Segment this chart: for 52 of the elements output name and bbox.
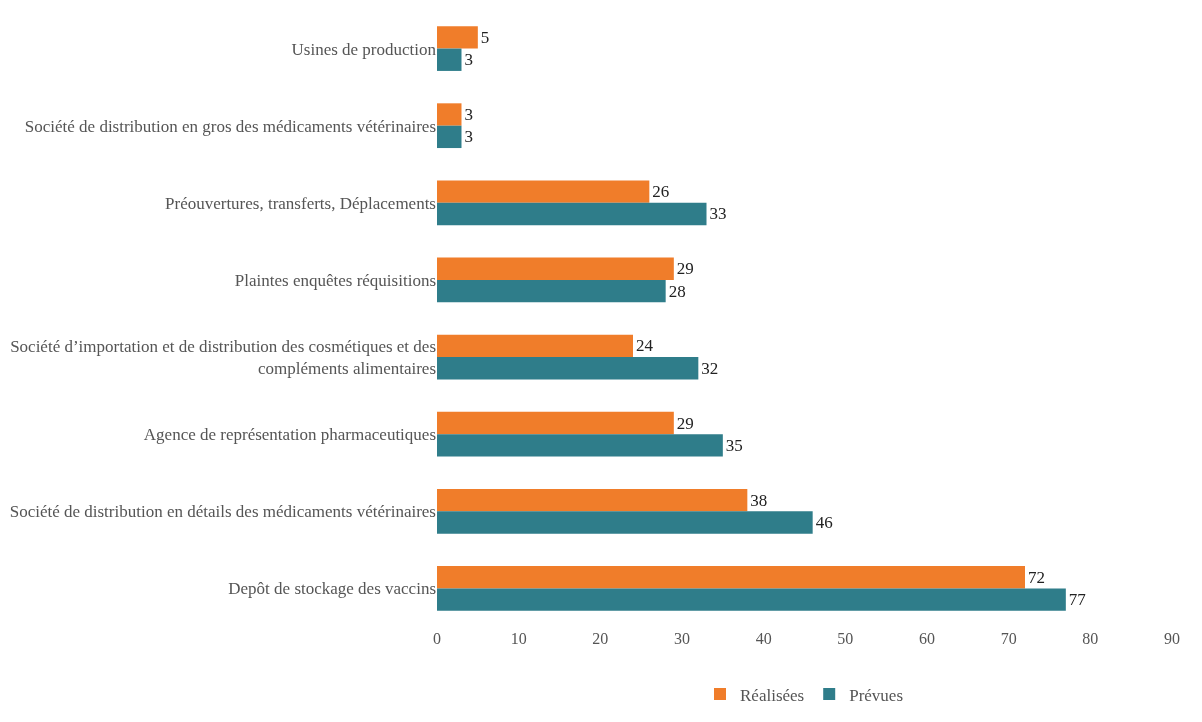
bar	[437, 125, 462, 149]
bar	[437, 26, 478, 49]
bar	[437, 511, 813, 534]
bar	[437, 279, 666, 303]
x-tick-label: 10	[510, 630, 527, 647]
data-label: 72	[1028, 567, 1045, 587]
data-label: 29	[676, 259, 694, 279]
data-label: 28	[668, 281, 686, 301]
bar	[437, 48, 462, 71]
x-tick-label: 30	[674, 630, 690, 647]
data-label: 3	[464, 127, 473, 147]
bar	[437, 257, 674, 280]
x-tick-label: 40	[755, 630, 772, 647]
data-label: 3	[464, 105, 473, 124]
bar	[437, 334, 633, 358]
x-tick-label: 60	[919, 630, 935, 647]
y-tick-label: Société de distribution en détails des médicaments vétérinaires	[9, 502, 436, 522]
bar	[437, 411, 674, 435]
data-label: 77	[1068, 590, 1087, 610]
y-tick-label: Plaintes enquêtes réquisitions	[234, 270, 436, 290]
bar	[437, 488, 748, 512]
y-tick-label: Depôt de stockage des vaccins	[228, 579, 436, 599]
data-label: 32	[701, 358, 719, 378]
x-tick-label: 90	[1164, 630, 1180, 647]
data-label: 26	[652, 182, 670, 202]
bar	[437, 202, 707, 226]
y-tick-label: Usines de production	[291, 39, 437, 59]
y-tick-label: Société de distribution en gros des médicaments vétérinaires	[24, 116, 436, 136]
x-tick-label: 80	[1082, 630, 1099, 647]
bar	[437, 566, 1025, 589]
x-tick-label: 0	[433, 630, 441, 647]
bar	[437, 103, 462, 126]
data-label: 5	[480, 27, 490, 47]
legend-label: Prévues	[849, 685, 904, 705]
y-tick-label: Agence de représentation pharmaceutiques	[143, 425, 436, 445]
y-tick-label: Préouvertures, transferts, Déplacements	[165, 193, 436, 213]
legend-label: Réalisées	[740, 685, 805, 705]
x-tick-label: 50	[837, 630, 854, 647]
data-label: 29	[676, 413, 694, 433]
data-label: 38	[750, 490, 768, 510]
data-label: 33	[709, 204, 727, 224]
data-label: 35	[725, 435, 743, 455]
x-tick-label: 70	[1000, 630, 1017, 647]
data-label: 3	[464, 50, 473, 70]
bar	[437, 357, 699, 380]
data-label: 46	[815, 512, 833, 532]
bar	[437, 180, 650, 203]
x-tick-label: 20	[592, 630, 609, 647]
bar	[437, 588, 1066, 611]
y-tick-label: Société d’importation et de distribution des cosmétiques et des compléments alimentaires	[10, 336, 436, 379]
data-label: 24	[636, 336, 654, 356]
bar	[437, 434, 723, 457]
